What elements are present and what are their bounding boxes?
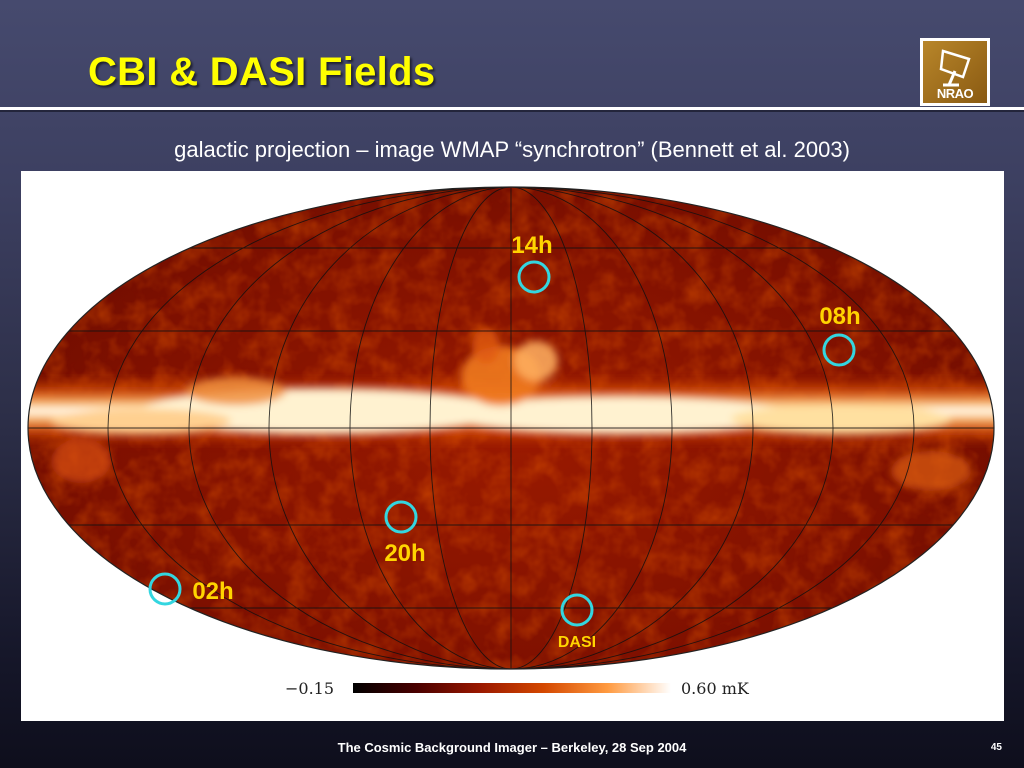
telescope-icon <box>939 49 971 87</box>
slide-title: CBI & DASI Fields <box>88 50 436 94</box>
map-outline <box>27 186 995 670</box>
field-label-dasi: DASI <box>558 634 596 651</box>
field-marker-dasi: DASI <box>558 593 596 651</box>
field-label-14h: 14h <box>511 232 552 259</box>
field-marker-14h: 14h <box>511 232 553 294</box>
field-marker-20h: 20h <box>384 500 426 567</box>
nrao-logo: NRAO <box>920 38 990 106</box>
map-image <box>28 187 994 669</box>
field-marker-02h: 02h <box>148 572 234 606</box>
colorbar-min-label: −0.15 <box>285 679 334 698</box>
field-marker-08h: 08h <box>819 303 861 367</box>
graticule <box>28 187 994 669</box>
title-divider-shadow <box>0 110 1024 112</box>
slide-subtitle: galactic projection – image WMAP “synchr… <box>174 137 850 162</box>
slide-footer: The Cosmic Background Imager – Berkeley,… <box>337 740 687 755</box>
field-label-08h: 08h <box>819 303 860 330</box>
colorbar-max-label: 0.60 mK <box>681 679 750 698</box>
title-divider <box>0 107 1024 110</box>
colorbar: −0.15 0.60 mK <box>285 679 750 698</box>
sky-map-svg: 14h 08h 20h 02h DASI −0.15 0.60 mK <box>27 186 995 698</box>
page-number: 45 <box>990 742 1002 753</box>
sky-map-figure: 14h 08h 20h 02h DASI −0.15 0.60 mK <box>21 171 1004 721</box>
colorbar-gradient <box>353 683 671 693</box>
field-label-20h: 20h <box>384 540 425 567</box>
logo-text: NRAO <box>936 86 974 101</box>
field-label-02h: 02h <box>192 578 233 605</box>
